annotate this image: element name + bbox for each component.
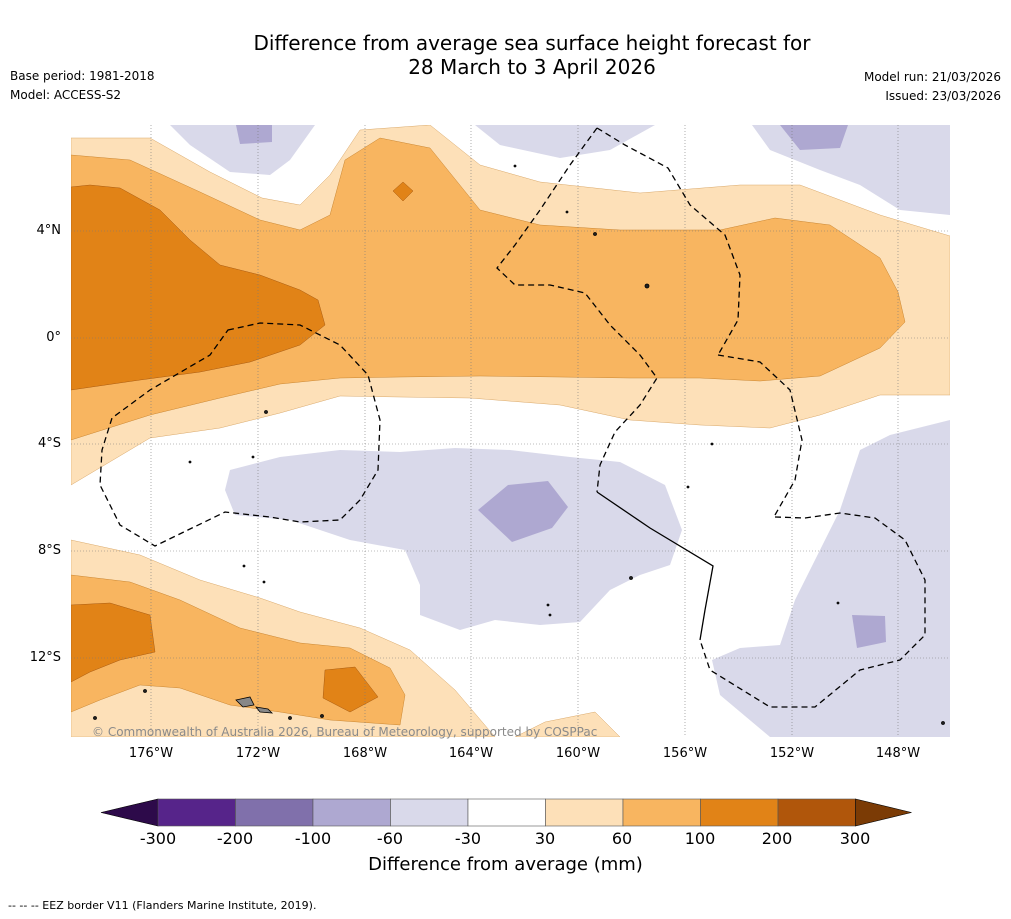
base-period: Base period: 1981-2018 <box>10 69 155 83</box>
colorbar-extend-low <box>100 798 159 827</box>
contour-60-south <box>71 574 406 726</box>
maritime-boundary <box>596 491 714 641</box>
contour-neg30-north-2 <box>475 125 655 158</box>
contour-100-north <box>71 184 326 391</box>
contour-neg30-central <box>225 448 682 630</box>
colorbar-tick: -300 <box>139 829 177 848</box>
copyright-notice: © Commonwealth of Australia 2026, Bureau… <box>92 725 598 739</box>
colorbar-tick: -30 <box>454 829 482 848</box>
colorbar-tick: -200 <box>216 829 254 848</box>
contour-30-south-patch <box>514 711 621 737</box>
colorbar-swatch <box>622 798 701 827</box>
model-name: Model: ACCESS-S2 <box>10 88 122 102</box>
title-line-2: 28 March to 3 April 2026 <box>408 55 656 79</box>
contour-neg60-central <box>478 481 568 542</box>
model-run: Model run: 21/03/2026 <box>863 70 1001 84</box>
lat-label: 12°S <box>29 650 61 665</box>
contour-neg60-north-3 <box>780 125 848 150</box>
run-info: Model run: 21/03/2026 Issued: 23/03/2026 <box>864 68 1001 106</box>
lat-label: 8°S <box>37 543 61 558</box>
lon-label: 148°W <box>875 746 921 761</box>
lon-label: 152°W <box>769 746 815 761</box>
colorbar-tick: 30 <box>534 829 556 848</box>
lon-label: 168°W <box>342 746 388 761</box>
colorbar-swatch <box>235 798 314 827</box>
lat-label: 4°S <box>37 436 61 451</box>
colorbar-title: Difference from average (mm) <box>368 854 643 875</box>
lat-label: 4°N <box>36 223 62 238</box>
contour-neg30-north-1 <box>170 125 315 175</box>
contour-100-patch <box>392 181 414 202</box>
colorbar-tick: 100 <box>684 829 716 848</box>
contour-neg60-east <box>852 615 886 648</box>
colorbar-swatch <box>157 798 236 827</box>
graticule <box>71 125 950 737</box>
contour-100-south <box>71 602 156 683</box>
colorbar-swatch <box>700 798 779 827</box>
contour-neg60-north-1 <box>236 125 272 144</box>
model-info: Base period: 1981-2018 Model: ACCESS-S2 <box>10 67 155 105</box>
contour-60-north <box>71 137 906 441</box>
lon-label: 172°W <box>235 746 281 761</box>
eez-footnote: -- -- -- EEZ border V11 (Flanders Marine… <box>8 899 317 912</box>
colorbar-swatch <box>467 798 546 827</box>
colorbar-swatch <box>545 798 624 827</box>
colorbar-tick: 60 <box>611 829 633 848</box>
contour-100-south-patch <box>322 666 379 713</box>
lon-label: 176°W <box>128 746 174 761</box>
issued-date: Issued: 23/03/2026 <box>885 89 1001 103</box>
colorbar-swatch <box>312 798 391 827</box>
colorbar-tick: 300 <box>839 829 871 848</box>
title-line-1: Difference from average sea surface heig… <box>253 31 811 55</box>
lon-label: 164°W <box>448 746 494 761</box>
colorbar-tick: 200 <box>761 829 793 848</box>
islands <box>93 164 945 725</box>
map-title: Difference from average sea surface heig… <box>0 31 1011 79</box>
colorbar-tick: -100 <box>294 829 332 848</box>
colorbar <box>100 798 912 827</box>
lon-label: 160°W <box>555 746 601 761</box>
colorbar-extend-high <box>855 798 912 827</box>
colorbar-swatch <box>390 798 469 827</box>
colorbar-swatch <box>777 798 856 827</box>
colorbar-tick: -60 <box>376 829 404 848</box>
sea-surface-height-map <box>71 125 950 737</box>
lon-label: 156°W <box>662 746 708 761</box>
lat-label: 0° <box>46 330 61 345</box>
eez-borders <box>99 127 926 708</box>
